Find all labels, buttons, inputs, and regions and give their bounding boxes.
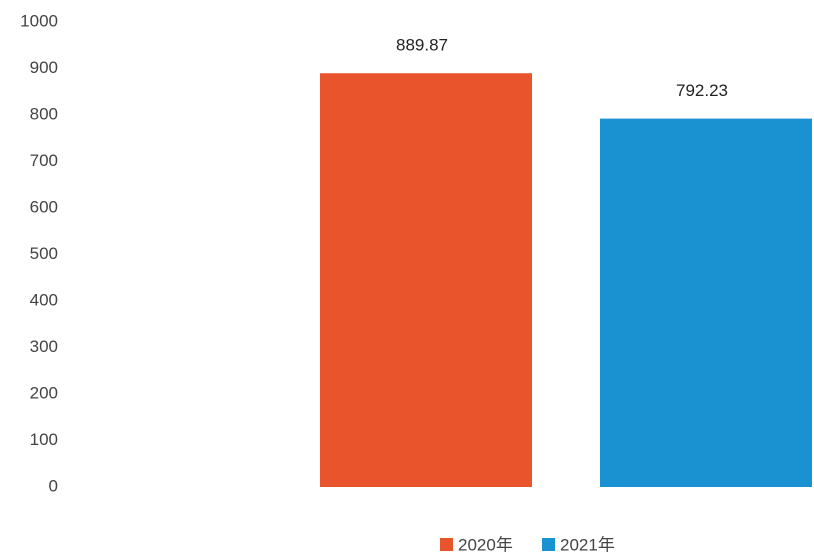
y-tick-label: 400 — [30, 290, 58, 309]
data-label: 792.23 — [676, 81, 728, 100]
data-label: 889.87 — [396, 36, 448, 55]
y-tick-label: 500 — [30, 244, 58, 263]
bar — [600, 118, 812, 488]
y-tick-label: 1000 — [20, 11, 58, 30]
y-tick-label: 200 — [30, 383, 58, 402]
legend-label: 2020年 — [458, 535, 513, 554]
y-tick-label: 900 — [30, 58, 58, 77]
y-tick-label: 100 — [30, 430, 58, 449]
y-tick-label: 600 — [30, 197, 58, 216]
legend-swatch — [542, 538, 555, 551]
y-tick-label: 800 — [30, 104, 58, 123]
y-tick-label: 700 — [30, 151, 58, 170]
y-tick-label: 0 — [49, 476, 58, 495]
y-tick-label: 300 — [30, 337, 58, 356]
bar — [320, 73, 532, 487]
legend-label: 2021年 — [560, 535, 615, 554]
legend-swatch — [440, 538, 453, 551]
